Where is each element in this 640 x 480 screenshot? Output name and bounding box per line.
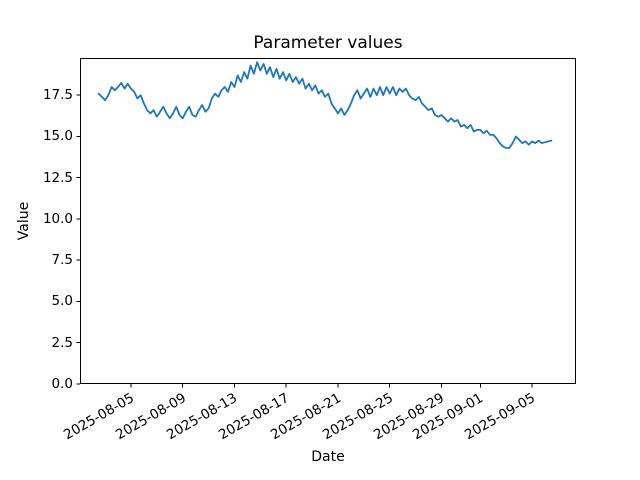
y-tick-label: 10.0 — [42, 210, 73, 227]
axes-frame — [80, 58, 576, 384]
x-axis-label: Date — [311, 449, 345, 465]
y-tick-label: 17.5 — [42, 87, 73, 104]
y-tick-label: 7.5 — [51, 252, 73, 269]
chart-title: Parameter values — [253, 33, 403, 53]
y-tick-label: 2.5 — [51, 334, 73, 351]
y-tick-label: 12.5 — [42, 169, 73, 186]
y-tick-label: 5.0 — [51, 293, 73, 310]
data-line-parameter-values — [97, 61, 553, 149]
y-tick-label: 15.0 — [42, 128, 73, 145]
y-tick-label: 0.0 — [51, 376, 73, 392]
